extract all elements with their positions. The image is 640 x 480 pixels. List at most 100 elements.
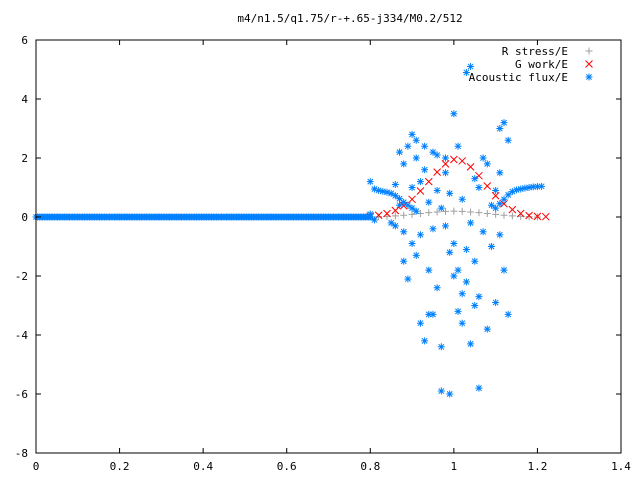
y-tick-label: 2 bbox=[21, 152, 28, 165]
data-point bbox=[525, 211, 533, 220]
data-point bbox=[366, 178, 374, 186]
data-point bbox=[437, 343, 445, 351]
data-point bbox=[462, 68, 470, 76]
data-point bbox=[529, 183, 537, 191]
data-point bbox=[483, 182, 492, 190]
data-point bbox=[458, 319, 466, 327]
data-point bbox=[454, 266, 462, 274]
data-point bbox=[504, 310, 512, 318]
data-point bbox=[467, 208, 475, 216]
data-point bbox=[383, 188, 391, 196]
legend-marker bbox=[585, 47, 593, 55]
data-point bbox=[487, 201, 495, 209]
data-point bbox=[446, 189, 454, 197]
data-point bbox=[442, 169, 449, 177]
data-point bbox=[421, 142, 429, 150]
data-point bbox=[516, 209, 525, 218]
data-point bbox=[425, 198, 433, 206]
data-point bbox=[429, 225, 437, 233]
data-point bbox=[496, 231, 504, 239]
legend-marker bbox=[585, 73, 593, 81]
data-point bbox=[404, 275, 412, 283]
data-point bbox=[500, 195, 508, 203]
data-point bbox=[475, 184, 483, 191]
x-tick-label: 0.6 bbox=[277, 460, 297, 473]
data-point bbox=[437, 387, 445, 395]
y-tick-label: -2 bbox=[15, 270, 28, 283]
data-point bbox=[446, 248, 454, 256]
data-point bbox=[425, 209, 433, 217]
data-point bbox=[500, 266, 508, 274]
data-point bbox=[517, 185, 525, 193]
data-point bbox=[400, 257, 408, 265]
data-point bbox=[467, 63, 475, 71]
data-point bbox=[492, 186, 500, 194]
x-tick-label: 0.2 bbox=[110, 460, 130, 473]
data-point bbox=[391, 181, 399, 189]
data-point bbox=[454, 142, 462, 150]
data-point bbox=[383, 209, 391, 218]
data-point bbox=[450, 272, 458, 280]
data-point bbox=[404, 201, 412, 209]
data-point bbox=[412, 207, 420, 215]
data-point bbox=[479, 154, 487, 162]
x-tick-label: 0.4 bbox=[193, 460, 213, 473]
data-point bbox=[416, 187, 425, 195]
data-point bbox=[466, 162, 475, 171]
data-point bbox=[446, 390, 454, 398]
data-point bbox=[483, 209, 491, 217]
data-point bbox=[496, 125, 504, 132]
data-point bbox=[400, 228, 408, 236]
data-point bbox=[525, 213, 533, 221]
data-point bbox=[504, 136, 512, 144]
plot-marks bbox=[32, 63, 550, 398]
data-point bbox=[408, 130, 416, 138]
data-point bbox=[424, 177, 433, 186]
data-point bbox=[408, 184, 416, 191]
data-point bbox=[487, 243, 495, 250]
data-point bbox=[404, 142, 412, 150]
axes: 0 0.2 0.4 0.6 0.8 1 1.2 1.4 -8 -6 -4 -2 0 2 4 6 bbox=[15, 34, 632, 473]
data-point bbox=[471, 302, 479, 309]
plot-frame bbox=[35, 39, 622, 454]
data-point bbox=[508, 212, 516, 220]
legend-label: Acoustic flux/E bbox=[469, 71, 568, 84]
data-point bbox=[479, 228, 487, 236]
data-point bbox=[450, 240, 458, 248]
data-point bbox=[458, 195, 466, 203]
data-point bbox=[475, 293, 483, 301]
data-point bbox=[491, 191, 500, 200]
y-tick-label: 4 bbox=[21, 93, 28, 106]
data-point bbox=[391, 206, 400, 215]
data-point bbox=[370, 185, 378, 193]
data-point bbox=[475, 209, 483, 217]
data-point bbox=[433, 284, 441, 292]
data-point bbox=[433, 186, 441, 194]
data-point bbox=[492, 210, 500, 218]
data-point bbox=[387, 219, 395, 227]
y-tick-label: -8 bbox=[15, 447, 28, 460]
y-tick-label: -4 bbox=[15, 329, 29, 342]
data-point bbox=[475, 171, 483, 180]
data-point bbox=[471, 257, 479, 265]
data-point bbox=[508, 205, 517, 214]
data-point bbox=[454, 307, 462, 315]
data-point bbox=[408, 210, 416, 218]
data-point bbox=[500, 119, 508, 127]
data-point bbox=[391, 222, 399, 230]
data-point bbox=[467, 219, 475, 227]
data-point bbox=[513, 186, 521, 194]
data-point bbox=[500, 211, 508, 219]
data-point bbox=[508, 188, 516, 196]
data-point bbox=[387, 189, 395, 197]
data-point bbox=[467, 340, 475, 348]
data-point bbox=[400, 198, 408, 206]
data-point bbox=[375, 186, 383, 194]
y-tick-label: 6 bbox=[21, 34, 28, 47]
data-point bbox=[521, 184, 529, 192]
data-point bbox=[450, 155, 458, 164]
data-point bbox=[441, 160, 450, 168]
